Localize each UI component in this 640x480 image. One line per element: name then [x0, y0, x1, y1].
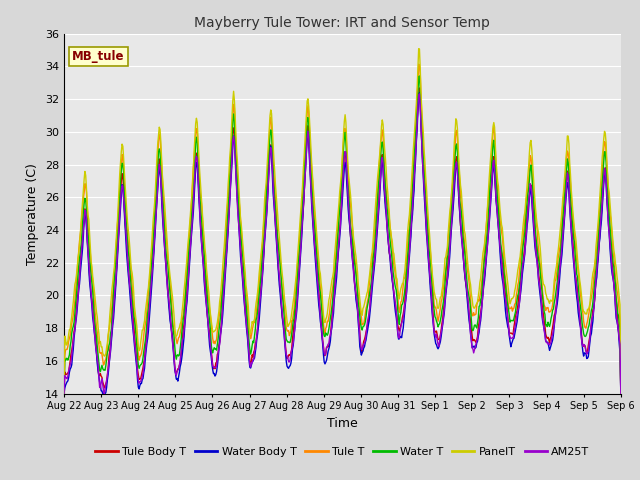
Tule T	[617, 391, 625, 396]
AM25T	[214, 356, 221, 362]
Tule Body T	[415, 85, 423, 91]
X-axis label: Time: Time	[327, 417, 358, 430]
Tule Body T	[428, 286, 435, 292]
Tule Body T	[184, 277, 192, 283]
AM25T	[127, 299, 135, 305]
AM25T	[415, 91, 423, 97]
Water Body T	[428, 294, 435, 300]
PanelT	[428, 255, 435, 261]
Tule T	[415, 61, 422, 67]
PanelT	[617, 391, 625, 396]
Tule T	[127, 273, 135, 279]
Water T	[410, 160, 418, 166]
Tule Body T	[214, 351, 221, 357]
Water Body T	[617, 391, 625, 396]
PanelT	[70, 290, 78, 296]
Water T	[70, 320, 78, 325]
Water T	[184, 263, 192, 268]
Line: Tule Body T: Tule Body T	[64, 88, 621, 394]
Water T	[617, 391, 625, 396]
Line: Water Body T: Water Body T	[64, 93, 621, 394]
Line: PanelT: PanelT	[64, 48, 621, 394]
Tule Body T	[127, 296, 135, 301]
PanelT	[60, 391, 68, 396]
Water Body T	[410, 188, 418, 194]
Water Body T	[415, 90, 423, 96]
Water Body T	[60, 391, 68, 396]
Line: Water T: Water T	[64, 76, 621, 394]
PanelT	[410, 136, 418, 142]
Title: Mayberry Tule Tower: IRT and Sensor Temp: Mayberry Tule Tower: IRT and Sensor Temp	[195, 16, 490, 30]
PanelT	[184, 241, 192, 247]
Water T	[60, 391, 68, 396]
Legend: Tule Body T, Water Body T, Tule T, Water T, PanelT, AM25T: Tule Body T, Water Body T, Tule T, Water…	[91, 443, 594, 461]
AM25T	[428, 286, 435, 292]
Tule T	[70, 305, 78, 311]
Tule T	[214, 328, 221, 334]
Tule Body T	[410, 177, 418, 182]
Water T	[428, 266, 435, 272]
AM25T	[617, 391, 625, 396]
Tule T	[60, 391, 68, 396]
AM25T	[70, 330, 78, 336]
Water Body T	[127, 310, 135, 316]
PanelT	[415, 46, 422, 51]
Tule Body T	[70, 328, 78, 334]
Tule T	[410, 149, 418, 155]
Water Body T	[214, 363, 221, 369]
Tule T	[184, 252, 192, 258]
PanelT	[127, 266, 135, 272]
PanelT	[214, 320, 221, 325]
AM25T	[184, 281, 192, 287]
Water T	[415, 73, 423, 79]
Tule Body T	[60, 391, 68, 396]
Text: MB_tule: MB_tule	[72, 50, 125, 63]
Water T	[127, 286, 135, 292]
AM25T	[60, 391, 68, 396]
Line: Tule T: Tule T	[64, 64, 621, 394]
Tule T	[428, 257, 435, 263]
Water T	[214, 342, 221, 348]
Line: AM25T: AM25T	[64, 94, 621, 394]
Water Body T	[184, 287, 192, 292]
Tule Body T	[617, 391, 625, 396]
AM25T	[410, 175, 418, 181]
Water Body T	[70, 335, 78, 341]
Y-axis label: Temperature (C): Temperature (C)	[26, 163, 39, 264]
